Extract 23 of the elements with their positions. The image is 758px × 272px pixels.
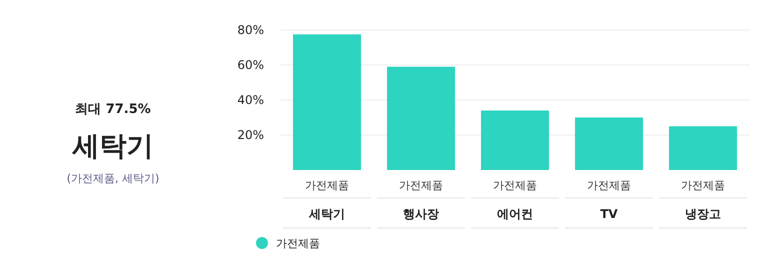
- legend-label: 가전제품: [276, 237, 320, 250]
- bar: [293, 34, 361, 170]
- bar: [481, 110, 549, 170]
- text: 세탁기: [72, 131, 154, 162]
- text: 가전제품: [399, 179, 443, 192]
- text: 가전제품: [305, 179, 349, 192]
- y-tick-label: 80%: [237, 23, 264, 37]
- text: 가전제품: [681, 179, 725, 192]
- y-tick-label: 60%: [237, 58, 264, 72]
- y-tick-label: 20%: [237, 128, 264, 142]
- text: (가전제품, 세탁기): [66, 172, 160, 185]
- x-tick-label: 행사장: [403, 207, 439, 221]
- x-tick-label: 에어컨: [497, 207, 533, 221]
- bar: [387, 66, 455, 170]
- bar: [669, 126, 737, 170]
- text: 가전제품: [587, 179, 631, 192]
- text: 가전제품: [493, 179, 537, 192]
- x-tick-label: TV: [600, 207, 618, 221]
- y-tick-label: 40%: [237, 93, 264, 107]
- bar: [575, 118, 643, 170]
- text: 최대 77.5%: [75, 102, 151, 117]
- x-tick-label: 세탁기: [308, 207, 345, 221]
- x-tick-label: 냉장고: [685, 207, 721, 221]
